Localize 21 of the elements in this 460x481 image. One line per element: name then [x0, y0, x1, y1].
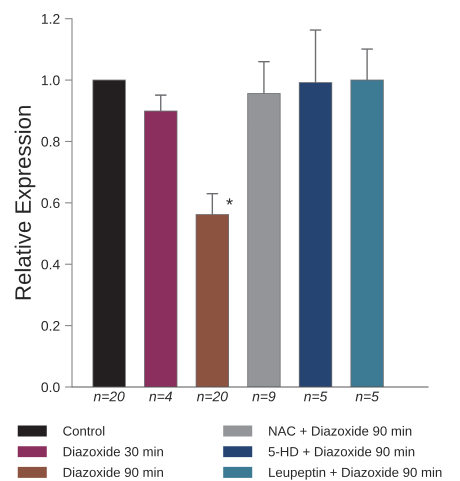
y-tick-label: 1.2	[42, 14, 60, 24]
y-axis-title: Relative Expression	[14, 106, 36, 300]
legend-label: Diazoxide 90 min	[64, 467, 163, 478]
y-tick-label: 0.4	[41, 260, 60, 270]
x-tick-label: n=9	[252, 392, 276, 402]
y-tick-label: 0.8	[41, 136, 60, 147]
legend-label: Leupeptin + Diazoxide 90 min	[269, 467, 442, 480]
annotation: *	[226, 198, 233, 205]
x-tick-label: n=4	[149, 392, 172, 402]
legend-label: Diazoxide 30 min	[64, 446, 163, 456]
y-tick-label: 0.0	[41, 382, 60, 392]
legend-label: Control	[63, 426, 104, 436]
y-tick-label: 0.2	[41, 320, 60, 331]
y-tick-label: 0.6	[41, 198, 60, 208]
legend-label: 5-HD + Diazoxide 90 min	[268, 446, 414, 456]
y-tick-label: 1.0	[42, 75, 60, 86]
x-tick-label: n=5	[356, 392, 379, 402]
x-tick-label: n=20	[94, 392, 125, 402]
x-tick-label: n=5	[304, 392, 328, 402]
x-tick-label: n=20	[196, 392, 228, 402]
legend-label: NAC + Diazoxide 90 min	[269, 426, 412, 436]
